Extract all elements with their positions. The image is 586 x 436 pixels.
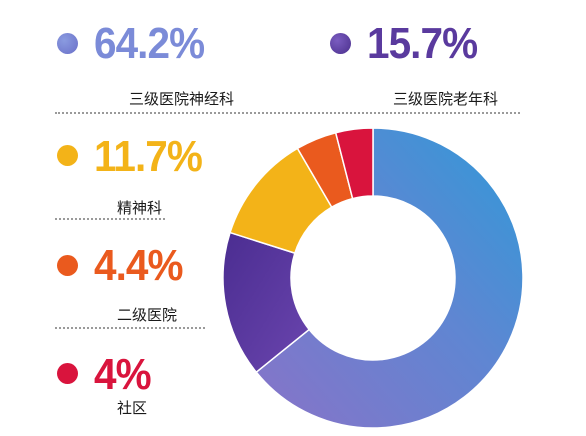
legend-value-community: 4%	[94, 350, 152, 399]
legend-value-neurology: 64.2%	[94, 19, 205, 68]
legend-label-psychiatry: 精神科	[117, 199, 163, 217]
divider-line-2	[55, 218, 165, 220]
divider-line-3	[55, 327, 205, 329]
legend-dot-community	[57, 363, 78, 384]
legend-label-geriatrics: 三级医院老年科	[393, 90, 499, 108]
legend-label-secondary-hospital: 二级医院	[117, 306, 178, 324]
legend-dot-neurology	[57, 33, 78, 54]
legend-value-secondary-hospital: 4.4%	[94, 241, 184, 290]
legend-dot-secondary-hospital	[57, 255, 78, 276]
slice-community	[334, 127, 374, 200]
legend-dot-psychiatry	[57, 145, 78, 166]
slice-neurology	[255, 127, 524, 429]
legend-label-neurology: 三级医院神经科	[129, 90, 235, 108]
legend-value-geriatrics: 15.7%	[367, 19, 478, 68]
legend-value-psychiatry: 11.7%	[94, 132, 203, 181]
legend-dot-geriatrics	[330, 33, 351, 54]
legend-label-community: 社区	[117, 399, 148, 417]
divider-line-1	[55, 112, 520, 114]
